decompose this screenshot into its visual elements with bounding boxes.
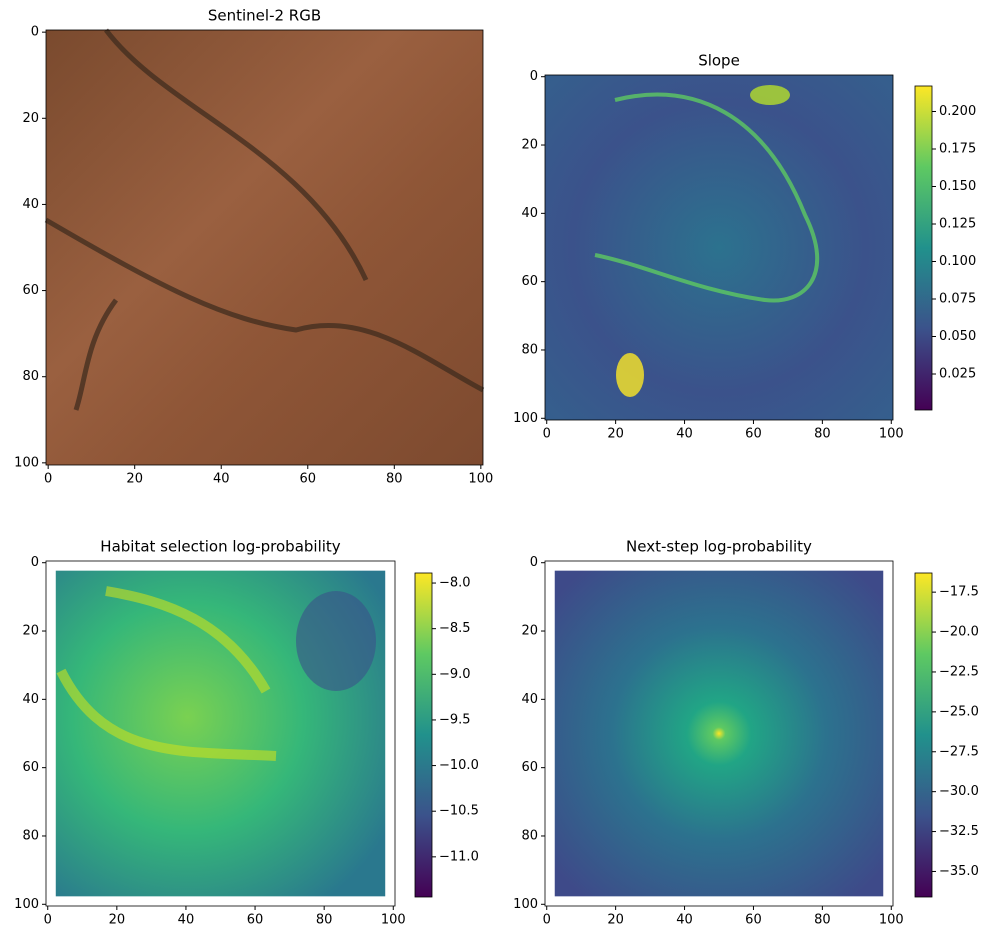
y-tick-label: 100 [513,897,538,912]
x-tick-label: 20 [109,913,126,928]
image [46,30,483,465]
colorbar-tick-label: −11.0 [439,849,479,864]
x-tick-label: 0 [44,472,52,487]
x-tick-label: 60 [745,427,762,442]
colorbar-tick-label: 0.050 [939,329,976,344]
y-tick-label: 20 [22,624,39,639]
y-tick-label: 40 [521,206,538,221]
colorbar-tick-label: −17.5 [939,585,979,600]
x-tick-label: 40 [676,427,693,442]
panel-title: Next-step log-probability [626,538,812,556]
colorbar-tick-label: −20.0 [939,625,979,640]
x-tick-label: 20 [126,472,143,487]
x-tick-label: 100 [468,472,493,487]
y-tick-label: 0 [530,69,538,84]
y-tick-label: 40 [22,197,39,212]
y-tick-label: 0 [31,555,39,570]
y-tick-label: 60 [22,283,39,298]
colorbar [914,85,933,411]
y-tick-label: 40 [22,692,39,707]
colorbar-tick-label: −32.5 [939,824,979,839]
image-texture [594,92,820,303]
x-tick-label: 80 [814,913,831,928]
axes-frame [45,29,484,466]
axes-frame [45,560,396,907]
panel-title: Sentinel-2 RGB [208,7,321,25]
colorbar-tick-label: −27.5 [939,744,979,759]
image [545,75,893,420]
y-tick-label: 0 [530,555,538,570]
y-tick-label: 20 [521,624,538,639]
y-tick-label: 80 [22,369,39,384]
x-tick-label: 40 [178,913,195,928]
y-tick-label: 100 [513,411,538,426]
y-tick-label: 20 [22,111,39,126]
x-tick-label: 20 [607,427,624,442]
colorbar-tick-label: −10.0 [439,758,479,773]
x-tick-label: 100 [879,427,904,442]
colorbar-tick-label: −10.5 [439,804,479,819]
x-tick-label: 80 [386,472,403,487]
image-texture [296,591,376,691]
image-texture [56,586,277,761]
axes-frame [544,560,894,907]
colorbar [414,572,433,898]
colorbar-tick-label: −8.0 [439,576,471,591]
y-tick-label: 40 [521,692,538,707]
colorbar-tick-label: 0.175 [939,142,976,157]
colorbar-tick-label: −9.5 [439,712,471,727]
colorbar-tick-label: 0.025 [939,367,976,382]
colorbar-tick-label: −35.0 [939,864,979,879]
panel-title: Habitat selection log-probability [100,538,341,556]
image-texture [750,85,790,105]
panel-title: Slope [698,52,740,70]
x-tick-label: 80 [814,427,831,442]
colorbar-tick-label: −8.5 [439,621,471,636]
y-tick-label: 80 [22,828,39,843]
x-tick-label: 60 [745,913,762,928]
colorbar-tick-label: 0.125 [939,217,976,232]
colorbar-tick-label: −22.5 [939,664,979,679]
x-tick-label: 60 [247,913,264,928]
image-texture [44,28,485,411]
y-tick-label: 60 [22,760,39,775]
x-tick-label: 100 [879,913,904,928]
x-tick-label: 40 [213,472,230,487]
image-texture [616,353,644,397]
y-tick-label: 0 [31,25,39,40]
axes-frame [544,74,894,421]
colorbar [914,572,933,898]
colorbar-tick-label: 0.150 [939,179,976,194]
x-tick-label: 0 [44,913,52,928]
y-tick-label: 60 [521,760,538,775]
x-tick-label: 0 [543,913,551,928]
y-tick-label: 80 [521,828,538,843]
y-tick-label: 20 [521,138,538,153]
x-tick-label: 60 [299,472,316,487]
x-tick-label: 80 [316,913,333,928]
y-tick-label: 80 [521,342,538,357]
x-tick-label: 100 [381,913,406,928]
x-tick-label: 20 [607,913,624,928]
colorbar-tick-label: −30.0 [939,784,979,799]
y-tick-label: 60 [521,274,538,289]
y-tick-label: 100 [14,897,39,912]
image [554,570,884,897]
colorbar-tick-label: −9.0 [439,667,471,682]
colorbar-tick-label: 0.100 [939,254,976,269]
x-tick-label: 40 [676,913,693,928]
y-tick-label: 100 [14,455,39,470]
colorbar-tick-label: 0.200 [939,104,976,119]
x-tick-label: 0 [543,427,551,442]
colorbar-tick-label: 0.075 [939,292,976,307]
colorbar-tick-label: −25.0 [939,704,979,719]
